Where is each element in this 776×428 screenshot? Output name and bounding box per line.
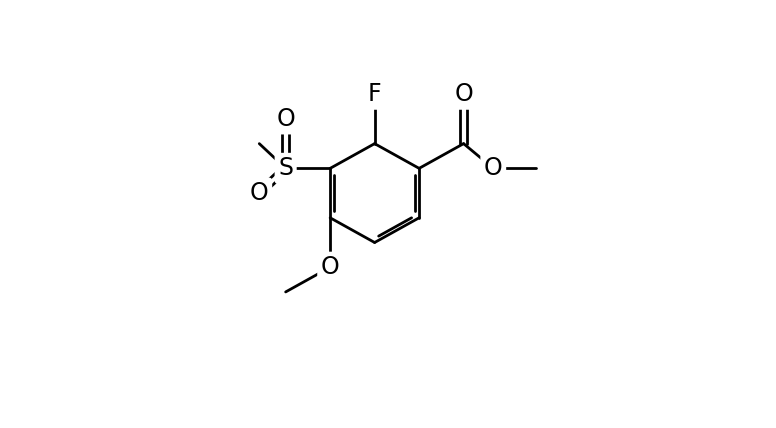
- Text: O: O: [454, 82, 473, 106]
- Text: O: O: [320, 255, 340, 279]
- Text: F: F: [368, 82, 382, 106]
- Text: S: S: [278, 156, 293, 180]
- Text: O: O: [250, 181, 268, 205]
- Text: O: O: [484, 156, 503, 180]
- Text: O: O: [276, 107, 295, 131]
